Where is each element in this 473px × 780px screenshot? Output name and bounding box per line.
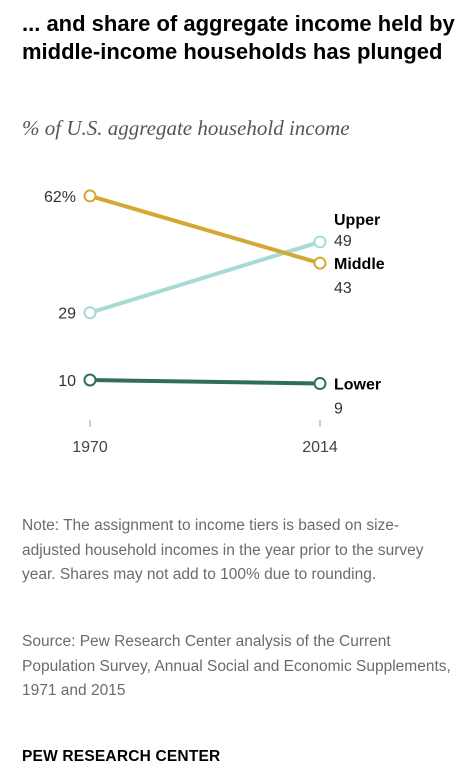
x-tick-label-2014: 2014 <box>302 439 338 456</box>
middle-point-end <box>313 256 327 270</box>
data-labels: 29 Upper 49 62% Middle 43 10 Lower 9 <box>44 189 385 418</box>
lower-point-start <box>83 373 97 387</box>
x-tick-label-1970: 1970 <box>72 439 108 456</box>
chart-note: Note: The assignment to income tiers is … <box>22 517 424 583</box>
middle-end-label: 43 <box>334 280 352 297</box>
upper-series-label: Upper <box>334 212 380 229</box>
chart-title: ... and share of aggregate income held b… <box>22 11 455 64</box>
chart-subtitle: % of U.S. aggregate household income <box>22 116 350 140</box>
series-lines <box>83 189 327 391</box>
upper-point-end <box>313 235 327 249</box>
middle-start-label: 62% <box>44 189 76 206</box>
upper-point-start <box>83 306 97 320</box>
lower-end-label: 9 <box>334 401 343 418</box>
lower-start-label: 10 <box>58 373 76 390</box>
lower-series-label: Lower <box>334 377 381 394</box>
chart-source: Source: Pew Research Center analysis of … <box>22 633 451 699</box>
upper-start-label: 29 <box>58 306 76 323</box>
brand-footer: PEW RESEARCH CENTER <box>22 748 221 765</box>
x-axis: 1970 2014 <box>72 420 338 456</box>
middle-series-label: Middle <box>334 256 385 273</box>
middle-point-start <box>83 189 97 203</box>
upper-end-label: 49 <box>334 233 352 250</box>
chart: 1970 2014 29 Upper 49 62% Middle 43 10 Lower 9 <box>44 189 385 456</box>
lower-line <box>88 378 322 386</box>
lower-point-end <box>313 377 327 391</box>
middle-line <box>88 193 322 266</box>
